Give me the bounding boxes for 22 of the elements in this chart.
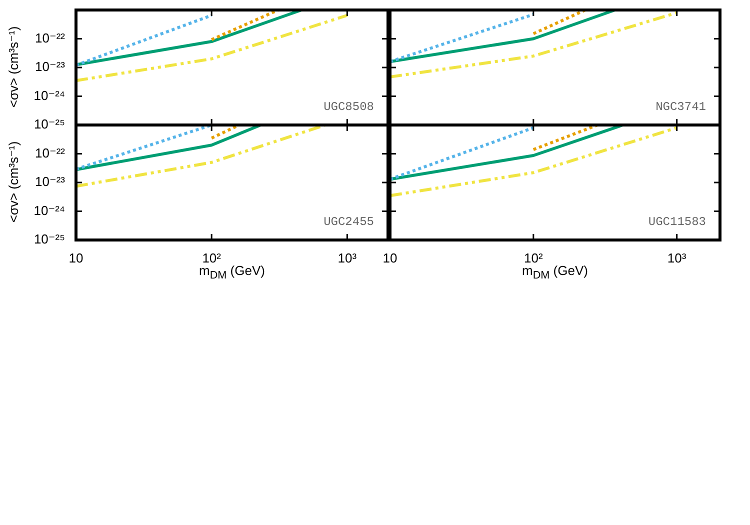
y-tick-label: 10⁻²⁵	[34, 116, 65, 132]
y-axis-title: <σv> (cm³s⁻¹)	[6, 141, 22, 223]
x-axis-title: m$_{DM}$ (GeV)	[522, 263, 588, 282]
y-tick-label: 10⁻²⁴	[34, 88, 65, 103]
annotation: UGC2455	[324, 215, 374, 230]
y-tick-label: 10⁻²⁴	[34, 202, 65, 218]
annotation: NGC3741	[656, 100, 706, 114]
y-tick-label: 10⁻²²	[35, 145, 66, 160]
x-tick-label: 10²	[524, 250, 544, 266]
x-tick-label: 10²	[202, 250, 222, 266]
y-tick-label: 10⁻²³	[35, 59, 66, 74]
y-tick-label: 10⁻²³	[35, 174, 66, 190]
y-tick-label: 10⁻²⁵	[34, 232, 65, 247]
x-axis-title: m$_{DM}$ (GeV)	[199, 263, 265, 282]
y-tick-label: 10⁻²²	[35, 30, 66, 46]
x-tick-label: 10³	[338, 250, 358, 266]
y-axis-title: <σv> (cm³s⁻¹)	[6, 26, 22, 108]
annotation: UGC11583	[648, 215, 706, 230]
x-tick-label: 10³	[667, 250, 687, 266]
annotation: UGC8508	[324, 100, 374, 114]
x-tick-label: 10	[68, 250, 84, 266]
x-tick-label: 10	[382, 250, 398, 266]
